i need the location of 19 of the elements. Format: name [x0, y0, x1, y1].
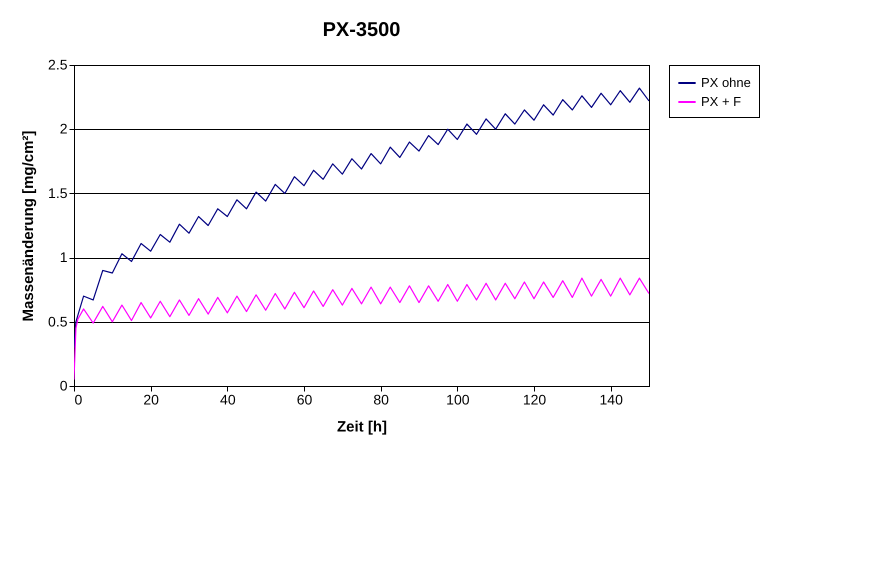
x-tick-label: 0: [74, 392, 82, 408]
y-tick-label: 0.5: [48, 313, 68, 330]
chart-title: PX-3500: [322, 19, 400, 41]
y-tick-label: 0: [60, 378, 68, 394]
x-axis-title: Zeit [h]: [337, 418, 387, 436]
y-tick-label: 2.5: [48, 56, 68, 72]
y-tick-label: 2: [60, 120, 68, 137]
x-tick-label: 140: [599, 392, 624, 408]
x-tick-label: 100: [446, 392, 470, 408]
x-tick-label: 120: [522, 392, 546, 408]
legend-label: PX + F: [701, 94, 742, 109]
y-tick-label: 1.5: [48, 184, 68, 201]
x-tick-label: 60: [296, 392, 312, 408]
x-tick-label: 80: [373, 392, 390, 408]
x-tick-label: 40: [220, 392, 236, 408]
y-axis-title: Massenänderung [mg/cm²]: [20, 130, 38, 322]
y-tick-label: 1: [60, 249, 68, 266]
legend-label: PX ohne: [701, 75, 751, 90]
x-tick-label: 20: [143, 392, 160, 408]
